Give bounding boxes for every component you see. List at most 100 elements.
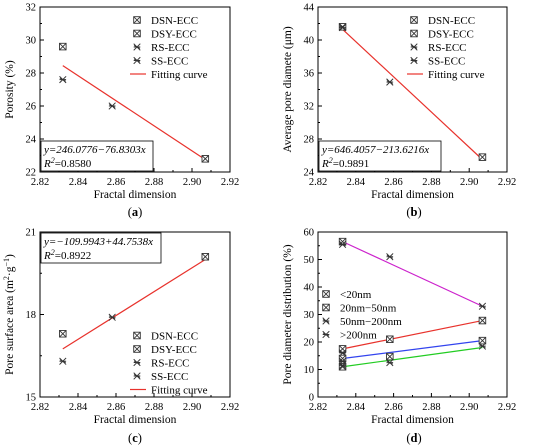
data-point-20nm-50nm [386,335,394,344]
legend-label: DSN-ECC [428,15,475,27]
x-axis-label: Fractal dimension [371,189,454,201]
equation-text: y=246.0776−76.8303x [43,144,146,156]
data-point--200nm-stroke [339,363,346,368]
legend-label: RS-ECC [428,42,467,54]
legend-marker-stroke [410,45,418,49]
equation-text: y=−109.9943+44.7538x [43,236,153,248]
chart-panel-4: 2.82 2.84 2.86 2.88 2.90 2.92 0 10 20 30 40 50 60 Fra… [282,228,516,446]
legend-marker [410,43,418,51]
data-point--20nm [386,352,394,361]
data-point-dsy-ecc [201,252,210,261]
legend-marker [322,290,330,298]
y-tick-label: 0 [309,393,314,404]
legend-marker-cross [133,16,141,24]
y-tick-label: 40 [304,36,315,47]
y-tick-label: 21 [26,228,37,239]
legend-marker [133,29,141,38]
data-point-dsn-ecc-cross [59,330,67,338]
r2-value: =0.9891 [333,158,369,170]
y-tick-label: 24 [304,168,315,179]
legend-marker [133,345,141,353]
x-axis-label: Fractal dimension [371,414,454,426]
x-tick-label: 2.84 [347,402,366,413]
panel-paren: ) [417,431,421,445]
data-point-ss-ecc-stroke [59,77,66,82]
data-point-20nm-50nm-cross [386,335,394,343]
legend-marker [133,16,141,24]
fit-line-2 [342,319,483,350]
legend-label: SS-ECC [428,56,465,68]
data-point-dsy-ecc [201,155,210,163]
legend-marker [322,317,330,325]
panel-paren: ) [417,205,421,219]
fit-line-3 [342,340,483,360]
data-point-50nm-200nm [338,240,347,249]
r2-text: R2=0.8922 [43,248,91,263]
x-tick-label: 2.82 [309,177,327,188]
data-point--200nm-stroke [479,344,486,348]
r2-text: R2=0.9891 [321,156,369,171]
x-tick-label: 2.86 [384,177,402,188]
y-tick-label: 60 [304,228,315,239]
data-point-50nm-200nm-stroke [386,254,393,259]
data-point-50nm-200nm-stroke [339,359,346,364]
panel-label: (a) [128,205,143,219]
r2-value: =0.8580 [55,158,92,170]
data-point-ss-ecc [59,75,67,84]
data-point-50nm-200nm-stroke [479,304,486,309]
y-tick-label: 36 [304,69,315,80]
legend-label: DSY-ECC [151,344,197,356]
y-tick-label: 15 [26,393,37,404]
y-tick-label: 44 [304,3,315,14]
chart-panel-1: 2.82 2.84 2.86 2.88 2.90 2.92 22 24 26 28 30 32 Frac… [4,3,239,220]
legend-marker-cross [133,29,141,38]
legend-marker [410,56,418,65]
y-label-part: ·g [4,266,16,276]
x-tick-label: 2.90 [183,177,201,188]
x-tick-label: 2.82 [309,402,327,413]
x-tick-label: 2.82 [31,177,49,188]
data-point-dsn-ecc [338,23,347,31]
chart-panel-2: 2.82 2.84 2.86 2.88 2.90 2.92 24 28 32 36 40 44 Frac… [282,3,516,220]
legend-marker [410,29,418,38]
y-tick-label: 28 [26,69,37,80]
data-point--20nm [478,336,487,345]
y-tick-label: 32 [304,102,315,113]
legend-marker [133,331,141,340]
legend-label: 20nm−50nm [340,303,397,315]
x-tick-label: 2.88 [422,402,440,413]
x-tick-label: 2.84 [347,177,366,188]
x-tick-label: 2.88 [145,177,163,188]
legend-marker [410,16,418,24]
x-tick-label: 2.86 [107,177,125,188]
panel-letter: c [132,431,138,445]
fit-line-1 [342,28,483,161]
data-point--200nm-stroke [386,360,393,365]
x-axis-label: Fractal dimension [94,414,177,426]
legend-label: Fitting curve [428,69,485,81]
panel-label: (b) [406,205,421,219]
legend-label: DSY-ECC [428,29,474,41]
data-point-dsy-ecc [478,153,487,161]
y-tick-label: 20 [304,338,315,349]
r2-sup: 2 [329,156,333,165]
x-tick-label: 2.92 [221,402,239,413]
legend-label: SS-ECC [151,56,188,68]
data-point-dsy-ecc-cross [201,253,209,261]
r2-sup: 2 [51,248,55,257]
legend-marker [133,358,141,367]
x-axis-label: Fractal dimension [94,189,177,201]
y-tick-label: 50 [304,255,315,266]
x-tick-label: 2.88 [145,402,163,413]
y-label-part: ) [4,254,16,258]
legend-label: DSN-ECC [151,15,198,27]
panel-letter: b [411,205,418,219]
data-point-rs-ecc [108,313,116,321]
y-tick-label: 18 [26,310,37,321]
legend-marker [322,330,330,339]
